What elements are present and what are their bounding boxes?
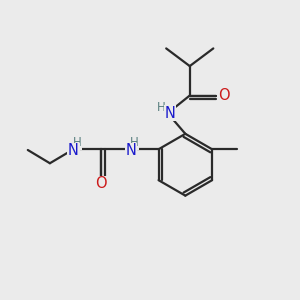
- Text: N: N: [165, 106, 176, 121]
- Text: O: O: [96, 176, 107, 191]
- Text: H: H: [157, 101, 166, 114]
- Text: N: N: [68, 143, 79, 158]
- Text: O: O: [218, 88, 230, 103]
- Text: H: H: [73, 136, 81, 149]
- Text: H: H: [130, 136, 139, 149]
- Text: N: N: [125, 143, 136, 158]
